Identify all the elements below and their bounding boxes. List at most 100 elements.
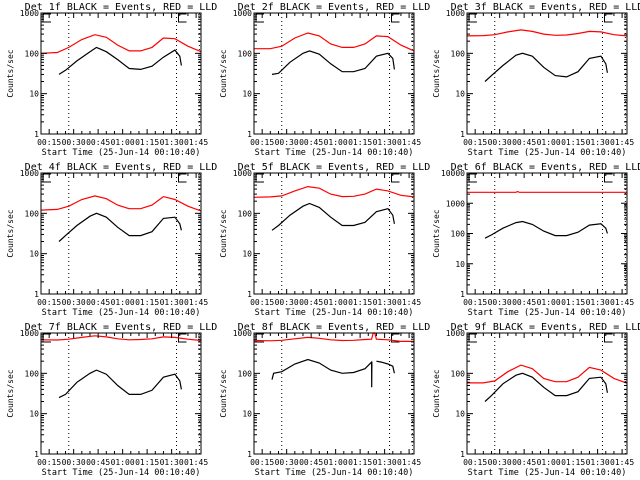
x-tick-label: 01:45 bbox=[610, 458, 634, 467]
y-tick-label: 1 bbox=[247, 290, 252, 299]
x-tick-label: 00:30 bbox=[488, 298, 512, 307]
y-tick-label: 1 bbox=[460, 130, 465, 139]
interval-bracket-icon bbox=[255, 13, 264, 23]
x-tick-label: 01:30 bbox=[373, 298, 397, 307]
x-axis-label: Start Time (25-Jun-14 00:10:40) bbox=[255, 308, 414, 318]
series-lld bbox=[253, 185, 415, 198]
y-axis-label: Counts/sec bbox=[432, 369, 441, 417]
x-tick-label: 01:00 bbox=[537, 458, 561, 467]
interval-bracket-icon bbox=[604, 333, 613, 343]
interval-bracket-icon bbox=[42, 173, 51, 183]
x-tick-label: 01:45 bbox=[397, 298, 421, 307]
x-tick-label: 01:00 bbox=[111, 138, 135, 147]
x-tick-label: 00:45 bbox=[86, 298, 110, 307]
y-axis-label: Counts/sec bbox=[432, 209, 441, 257]
x-tick-label: 01:30 bbox=[586, 298, 610, 307]
x-tick-label: 00:45 bbox=[86, 138, 110, 147]
interval-bracket-icon bbox=[468, 13, 477, 23]
interval-bracket-icon bbox=[468, 333, 477, 343]
y-tick-label: 1 bbox=[460, 450, 465, 459]
x-axis-label: Start Time (25-Jun-14 00:10:40) bbox=[255, 148, 414, 158]
panel-det-9: Det 9f BLACK = Events, RED = LLD 1 10 100 10… bbox=[432, 322, 640, 478]
panel-det-8: Det 8f BLACK = Events, RED = LLD 1 10 100 10… bbox=[219, 322, 430, 478]
x-tick-label: 01:15 bbox=[135, 458, 159, 467]
x-tick-label: 00:30 bbox=[62, 458, 86, 467]
x-tick-label: 01:30 bbox=[373, 458, 397, 467]
x-tick-label: 01:15 bbox=[561, 138, 585, 147]
plot-frame bbox=[253, 172, 415, 295]
x-axis-label: Start Time (25-Jun-14 00:10:40) bbox=[468, 468, 627, 478]
series-events bbox=[58, 46, 182, 75]
y-tick-label: 1000 bbox=[446, 329, 465, 338]
x-tick-label: 01:00 bbox=[537, 298, 561, 307]
series-events bbox=[484, 372, 608, 402]
x-tick-label: 01:30 bbox=[160, 138, 184, 147]
series-events bbox=[271, 202, 395, 231]
y-tick-label: 10 bbox=[29, 250, 39, 259]
series-events bbox=[484, 220, 608, 239]
y-axis-label: Counts/sec bbox=[219, 209, 228, 257]
panel-title: Det 3f BLACK = Events, RED = LLD bbox=[451, 2, 640, 13]
y-axis-label: Counts/sec bbox=[6, 369, 15, 417]
x-tick-label: 01:45 bbox=[184, 138, 208, 147]
plot-frame bbox=[40, 172, 202, 295]
y-tick-label: 100 bbox=[25, 209, 40, 218]
x-tick-label: 01:30 bbox=[586, 458, 610, 467]
x-tick-label: 00:45 bbox=[86, 458, 110, 467]
y-axis-label: Counts/sec bbox=[219, 369, 228, 417]
x-tick-label: 01:00 bbox=[111, 298, 135, 307]
plot-frame bbox=[466, 12, 628, 135]
y-tick-label: 10000 bbox=[441, 169, 465, 178]
x-tick-label: 01:45 bbox=[397, 138, 421, 147]
y-axis-label: Counts/sec bbox=[432, 49, 441, 97]
x-axis-label: Start Time (25-Jun-14 00:10:40) bbox=[255, 468, 414, 478]
y-axis-label: Counts/sec bbox=[219, 49, 228, 97]
y-tick-label: 1 bbox=[34, 290, 39, 299]
y-tick-label: 10 bbox=[242, 90, 252, 99]
x-tick-label: 00:30 bbox=[488, 138, 512, 147]
x-tick-label: 00:30 bbox=[275, 458, 299, 467]
series-events bbox=[58, 212, 182, 242]
x-tick-label: 01:15 bbox=[348, 298, 372, 307]
y-tick-label: 1 bbox=[247, 450, 252, 459]
x-axis-label: Start Time (25-Jun-14 00:10:40) bbox=[42, 148, 201, 158]
y-tick-label: 1000 bbox=[446, 9, 465, 18]
y-tick-label: 100 bbox=[238, 369, 253, 378]
y-tick-label: 100 bbox=[451, 230, 466, 239]
x-axis-label: Start Time (25-Jun-14 00:10:40) bbox=[42, 468, 201, 478]
y-tick-label: 1000 bbox=[233, 9, 252, 18]
x-tick-label: 01:15 bbox=[348, 458, 372, 467]
panel-title: Det 1f BLACK = Events, RED = LLD bbox=[25, 2, 218, 13]
x-tick-label: 00:30 bbox=[275, 298, 299, 307]
plot-frame bbox=[253, 12, 415, 135]
panel-title: Det 8f BLACK = Events, RED = LLD bbox=[238, 322, 431, 333]
y-tick-label: 100 bbox=[451, 369, 466, 378]
y-tick-label: 1000 bbox=[233, 329, 252, 338]
x-tick-label: 01:45 bbox=[184, 298, 208, 307]
y-tick-label: 10 bbox=[242, 410, 252, 419]
series-lld bbox=[253, 332, 414, 342]
x-tick-label: 01:15 bbox=[348, 138, 372, 147]
y-tick-label: 10 bbox=[455, 260, 465, 269]
x-tick-label: 01:00 bbox=[324, 138, 348, 147]
series-lld bbox=[254, 32, 415, 52]
interval-bracket-icon bbox=[42, 13, 51, 23]
x-tick-label: 01:45 bbox=[610, 138, 634, 147]
panel-det-4: Det 4f BLACK = Events, RED = LLD 1 10 100 10… bbox=[6, 162, 217, 318]
panel-det-2: Det 2f BLACK = Events, RED = LLD 1 10 100 10… bbox=[219, 2, 430, 158]
panel-det-3: Det 3f BLACK = Events, RED = LLD 1 10 100 10… bbox=[432, 2, 640, 158]
series-events bbox=[271, 358, 395, 388]
interval-bracket-icon bbox=[604, 13, 613, 23]
x-tick-label: 00:15 bbox=[37, 458, 61, 467]
x-tick-label: 01:45 bbox=[610, 298, 634, 307]
interval-bracket-icon bbox=[604, 173, 613, 183]
x-tick-label: 01:00 bbox=[537, 138, 561, 147]
plot-frame bbox=[253, 332, 415, 455]
y-tick-label: 100 bbox=[451, 49, 466, 58]
x-tick-label: 01:15 bbox=[561, 298, 585, 307]
x-tick-label: 01:30 bbox=[373, 138, 397, 147]
y-axis-label: Counts/sec bbox=[6, 49, 15, 97]
x-tick-label: 00:15 bbox=[250, 298, 274, 307]
interval-bracket-icon bbox=[391, 333, 400, 343]
x-tick-label: 00:45 bbox=[512, 138, 536, 147]
